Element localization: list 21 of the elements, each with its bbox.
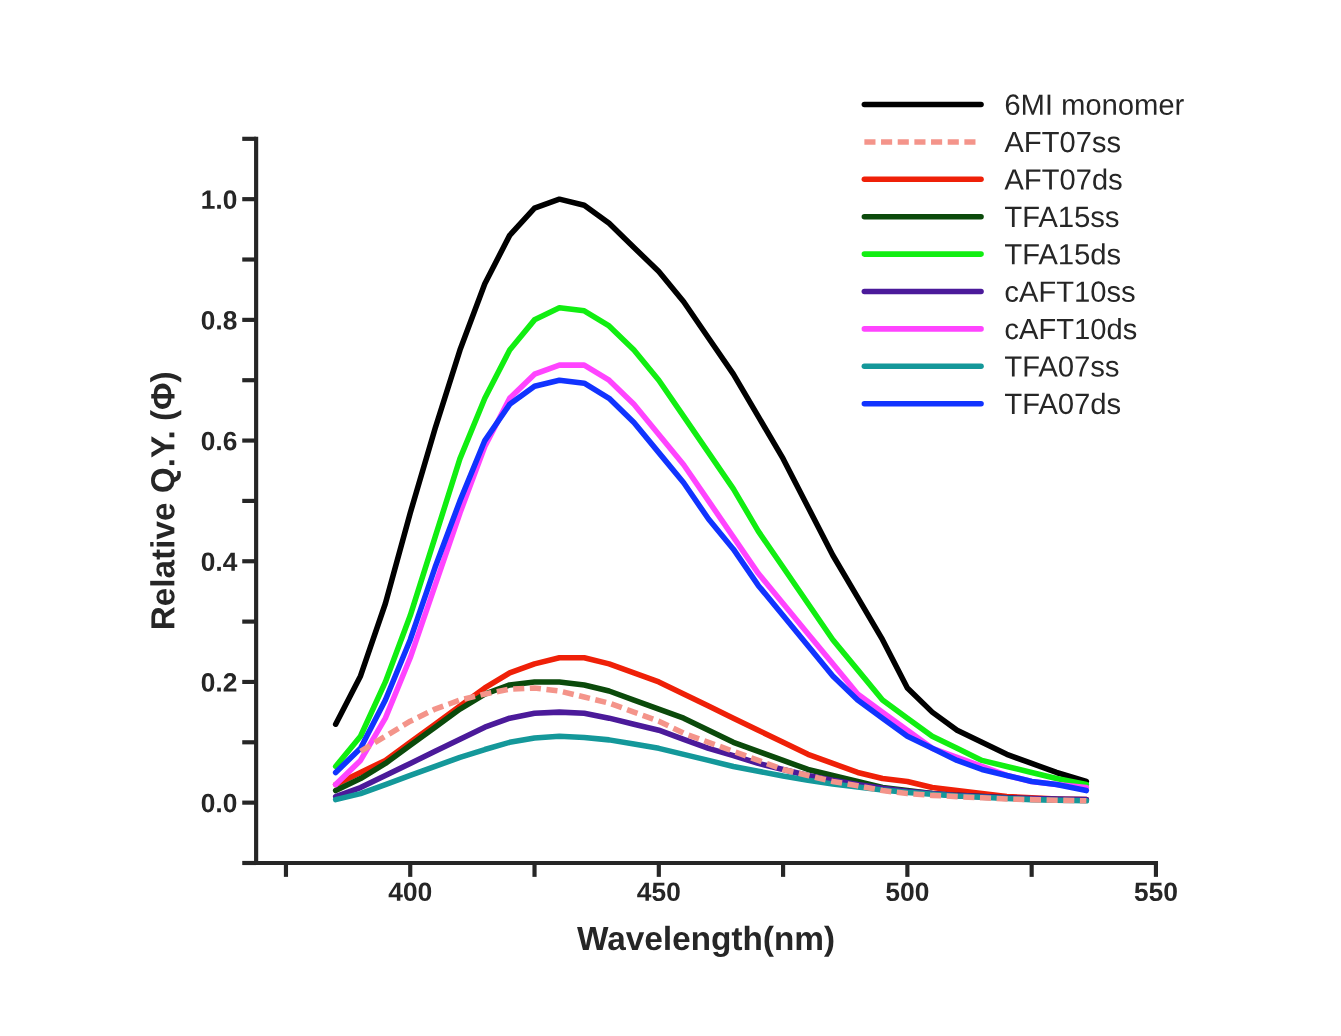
x-tick-label: 400 [388, 882, 432, 902]
y-tick-label: 0.6 [201, 431, 237, 451]
legend-label: TFA07ds [1005, 392, 1121, 415]
legend-label: TFA07ss [1005, 356, 1119, 377]
legend-label: AFT07ds [1004, 168, 1122, 190]
y-tick-label: 0.2 [201, 673, 237, 692]
x-axis-title: Wavelength(nm) [577, 925, 834, 957]
legend-label: cAFT10ss [1005, 281, 1135, 302]
y-tick-label: 0.0 [201, 793, 237, 813]
x-tick-label: 550 [1134, 882, 1177, 902]
legend-label: cAFT10ds [1005, 317, 1137, 340]
legend-label: 6MI monomer [1005, 94, 1184, 116]
legend-label: TFA15ss [1005, 206, 1119, 228]
legend-label: TFA15ds [1005, 243, 1121, 265]
y-tick-label: 1.0 [202, 190, 237, 209]
y-tick-label: 0.4 [201, 552, 238, 572]
y-tick-label: 0.8 [201, 311, 237, 330]
x-tick-label: 450 [637, 882, 680, 902]
y-axis-title: Relative Q.Y. (Φ) [150, 373, 182, 629]
x-tick-label: 500 [886, 882, 929, 902]
legend-label: AFT07ss [1004, 131, 1121, 153]
